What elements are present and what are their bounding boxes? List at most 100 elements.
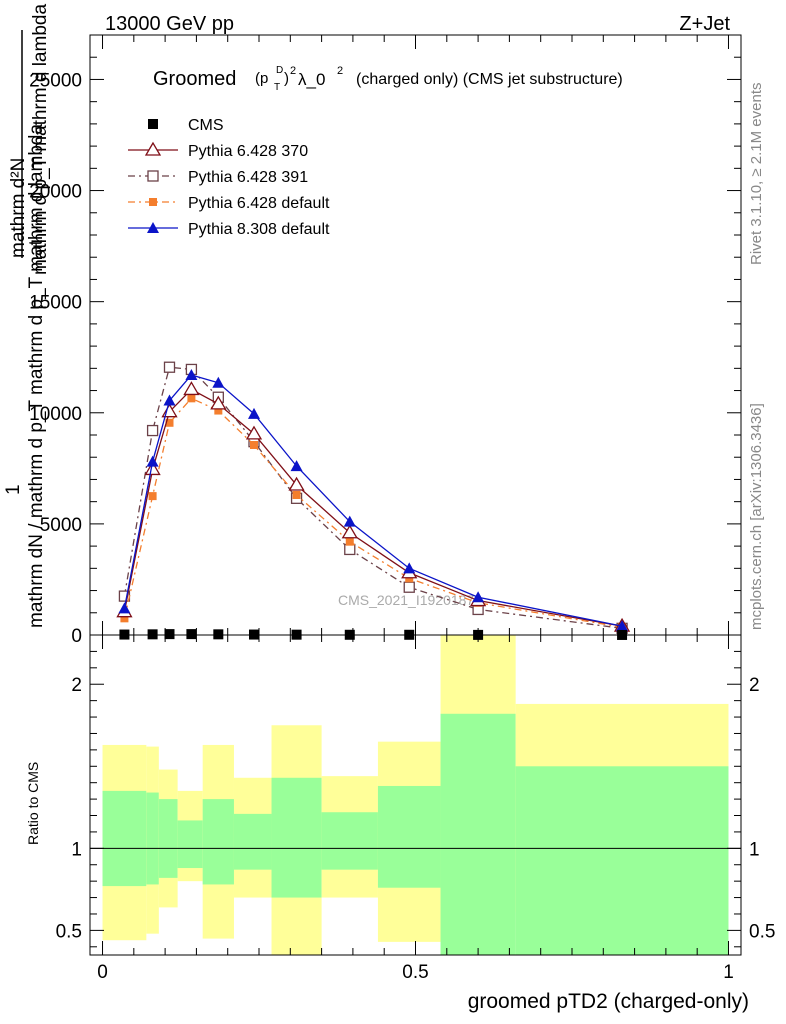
data-point [165,418,174,427]
title-ptd-sup: D [276,65,283,76]
data-point [345,537,354,546]
data-point [144,461,161,476]
data-point [185,369,198,380]
series-cms [119,629,628,640]
ratio-ytick-label: 2 [71,675,82,696]
legend-label: Pythia 6.428 370 [188,143,308,160]
title-lambda: λ_0 [298,70,325,89]
ratio-band-inner-8 [377,785,441,888]
xtick-label: 0.5 [402,962,428,983]
data-point [248,407,261,419]
data-point [616,620,629,632]
ratio-ytick-label: 1 [71,839,82,860]
data-point [472,591,485,603]
legend-item-4: Pythia 8.308 default [128,221,330,238]
title-suffix: (charged only) (CMS jet substructure) [356,71,623,88]
data-point [163,394,176,406]
series-line [123,374,623,627]
ratio-band-inner-3 [177,820,203,869]
data-point [404,629,415,640]
legend-marker [148,119,158,129]
ratio-bands [90,635,741,955]
legend-label: Pythia 6.428 default [188,195,330,212]
ylabel-denominator: mathrm dN / mathrm d p_T mathrm d p_T ma… [26,124,47,628]
data-point [403,581,415,593]
series-line [123,366,623,629]
legend-item-1: Pythia 6.428 370 [128,141,308,160]
ratio-band-inner-9 [440,713,516,955]
legend: CMS Pythia 6.428 370 Pythia 6.428 391 Pythi… [128,117,330,238]
rivet-label: Rivet 3.1.10, ≥ 2.1M events [748,83,765,266]
data-point [288,476,305,491]
main-ytick-label: 10000 [29,404,82,425]
ylabel-numerator: mathrm d²N [8,158,29,258]
x-axis-ticks: 0 0.5 1 [97,35,734,983]
data-point [147,629,158,640]
mcplots-label: mcplots.cern.ch [arXiv:1306.3436] [748,403,765,630]
data-point [163,361,176,373]
ratio-band-inner-4 [202,799,234,885]
legend-item-3: Pythia 6.428 default [128,195,330,212]
main-ytick-label: 0 [71,626,82,647]
data-point [403,562,416,574]
data-point [250,441,259,449]
ratio-ytick-label-right: 2 [749,675,760,696]
title-prefix: Groomed [153,68,236,90]
data-point [344,543,356,556]
data-point [214,406,223,415]
main-ytick-label: 15000 [29,293,82,314]
ratio-band-inner-2 [158,799,178,878]
data-point [473,629,484,640]
ylabel-numerator-den: mathrm d p_T mathrm d lambda [30,4,51,275]
data-point [213,629,224,640]
ratio-axis-ticks: 0.5 0.5 1 1 2 2 [56,650,775,948]
ratio-band-inner-1 [146,792,159,885]
title-ptd-close: ) [284,70,289,87]
legend-label: CMS [188,117,224,134]
data-point [617,629,628,640]
data-point [146,424,159,437]
ratio-band-inner-5 [233,813,272,870]
main-ytick-label: 20000 [29,182,82,203]
legend-marker [147,222,159,233]
data-point [118,602,131,614]
ratio-band-inner-7 [321,812,378,870]
legend-label: Pythia 6.428 391 [188,169,308,186]
data-point [291,629,302,640]
data-point [210,395,227,410]
data-point [146,455,159,467]
data-point [344,629,355,640]
data-point [186,629,197,640]
title-ptd-base: (p [255,70,268,87]
data-point [249,629,260,640]
data-point [183,381,200,396]
data-point [343,515,356,527]
ratio-y-axis-label: Ratio to CMS [25,762,41,845]
data-point [212,376,225,388]
legend-marker [144,141,162,156]
series-line [123,388,623,627]
title-ptd-sub: T [274,82,280,93]
data-point [119,629,130,640]
ratio-ytick-label-right: 1 [749,839,760,860]
data-point [292,491,301,499]
main-ytick-label: 25000 [29,70,82,91]
ratio-ytick-label: 0.5 [56,921,82,942]
main-axis-ticks: 0 5000 10000 15000 20000 25000 [29,56,741,647]
header-energy-label: 13000 GeV pp [105,13,234,35]
title-exponent: 2 [290,65,296,77]
legend-item-2: Pythia 6.428 391 [128,169,308,186]
main-ytick-label: 5000 [40,515,82,536]
data-point [341,524,358,539]
xtick-label: 1 [723,962,734,983]
data-point [164,629,175,640]
header-process-label: Z+Jet [679,13,730,35]
analysis-watermark: CMS_2021_I1920187 [338,592,474,608]
ratio-band-inner-10 [515,766,729,955]
legend-marker [147,170,159,182]
legend-item-0: CMS [148,117,224,134]
x-axis-label: groomed pTD2 (charged-only) [468,990,749,1013]
data-point [290,460,303,472]
series-pythia-8-308-default [118,369,629,632]
